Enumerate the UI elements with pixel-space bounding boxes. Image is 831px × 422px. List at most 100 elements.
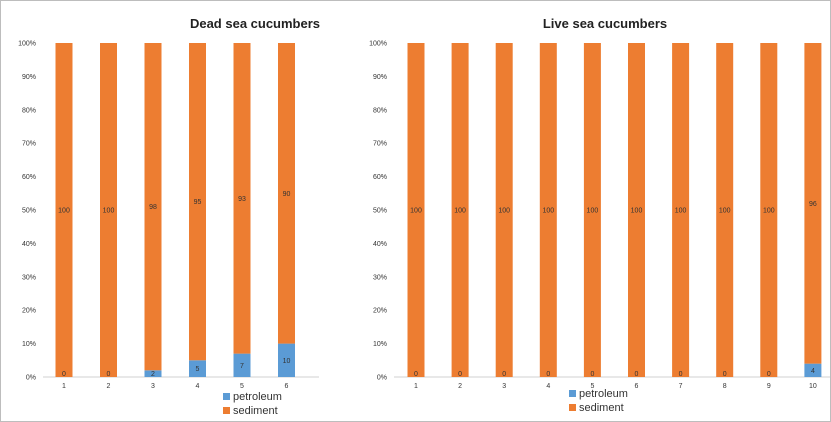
live-bar-sediment — [495, 43, 513, 377]
dead-y-tick-label: 30% — [22, 274, 36, 281]
dead-data-label-petroleum: 5 — [196, 366, 200, 373]
dead-data-label-sediment: 93 — [238, 196, 246, 203]
dead-x-tick-label: 5 — [240, 383, 244, 390]
dead-y-tick-label: 10% — [22, 341, 36, 348]
live-data-label-sediment: 96 — [809, 201, 817, 208]
live-x-tick-label: 10 — [809, 383, 817, 390]
live-x-tick-label: 6 — [635, 383, 639, 390]
live-bar-sediment — [716, 43, 734, 377]
live-bar-sediment — [583, 43, 601, 377]
live-bar-sediment — [804, 43, 822, 364]
dead-bar-sediment — [278, 43, 295, 344]
dead-data-label-petroleum: 0 — [107, 371, 111, 378]
live-data-label-sediment: 100 — [631, 208, 643, 215]
dead-y-tick-label: 40% — [22, 241, 36, 248]
live-x-tick-label: 8 — [723, 383, 727, 390]
dead-y-tick-label: 0% — [26, 375, 36, 382]
dead-y-tick-label: 20% — [22, 308, 36, 315]
live-data-label-petroleum: 0 — [414, 371, 418, 378]
dead-data-label-sediment: 98 — [149, 204, 157, 211]
live-data-label-petroleum: 0 — [679, 371, 683, 378]
dead-x-tick-label: 4 — [196, 383, 200, 390]
live-legend-label-petroleum: petroleum — [579, 388, 628, 400]
dead-legend-label-sediment: sediment — [233, 405, 278, 417]
live-legend-swatch-sediment — [569, 404, 576, 411]
dead-data-label-petroleum: 0 — [62, 371, 66, 378]
live-y-tick-label: 20% — [373, 308, 387, 315]
dead-data-label-petroleum: 7 — [240, 363, 244, 370]
live-data-label-sediment: 100 — [454, 208, 466, 215]
dead-y-tick-label: 90% — [22, 74, 36, 81]
dead-data-label-sediment: 100 — [103, 208, 115, 215]
dead-data-label-sediment: 95 — [194, 199, 202, 206]
live-bar-sediment — [672, 43, 690, 377]
live-data-label-petroleum: 0 — [546, 371, 550, 378]
dead-y-tick-label: 100% — [18, 41, 36, 48]
live-bar-sediment — [407, 43, 425, 377]
live-y-tick-label: 60% — [373, 174, 387, 181]
dead-legend-swatch-sediment — [223, 407, 230, 414]
live-data-label-petroleum: 0 — [635, 371, 639, 378]
dead-y-tick-label: 50% — [22, 208, 36, 215]
live-y-tick-label: 30% — [373, 274, 387, 281]
live-x-tick-label: 9 — [767, 383, 771, 390]
dead-data-label-sediment: 90 — [283, 191, 291, 198]
live-data-label-sediment: 100 — [587, 208, 599, 215]
dead-bar-sediment — [144, 43, 162, 371]
live-y-tick-label: 0% — [377, 375, 387, 382]
live-bar-sediment — [628, 43, 645, 377]
dead-y-tick-label: 70% — [22, 141, 36, 148]
dead-x-tick-label: 2 — [107, 383, 111, 390]
live-x-tick-label: 7 — [679, 383, 683, 390]
dead-y-tick-label: 60% — [22, 174, 36, 181]
live-data-label-petroleum: 0 — [767, 371, 771, 378]
live-y-tick-label: 70% — [373, 141, 387, 148]
live-bar-sediment — [760, 43, 778, 377]
live-data-label-petroleum: 0 — [458, 371, 462, 378]
live-y-tick-label: 50% — [373, 208, 387, 215]
live-data-label-petroleum: 4 — [811, 368, 815, 375]
dead-bar-petroleum — [278, 343, 295, 377]
live-x-tick-label: 4 — [546, 383, 550, 390]
dead-chart-title: Dead sea cucumbers — [190, 16, 320, 31]
live-bar-sediment — [539, 43, 557, 377]
live-x-tick-label: 2 — [458, 383, 462, 390]
dead-data-label-petroleum: 2 — [151, 371, 155, 378]
live-data-label-sediment: 100 — [719, 208, 731, 215]
dead-bar-sediment — [189, 43, 206, 361]
dead-legend-swatch-petroleum — [223, 393, 230, 400]
live-data-label-sediment: 100 — [763, 208, 775, 215]
dead-bar-sediment — [55, 43, 73, 377]
live-data-label-sediment: 100 — [542, 208, 554, 215]
dead-bar-sediment — [100, 43, 117, 377]
live-y-tick-label: 10% — [373, 341, 387, 348]
live-data-label-petroleum: 0 — [502, 371, 506, 378]
live-legend-label-sediment: sediment — [579, 402, 624, 414]
live-legend-swatch-petroleum — [569, 390, 576, 397]
dead-bar-sediment — [233, 43, 251, 354]
dead-data-label-petroleum: 10 — [283, 358, 291, 365]
live-y-tick-label: 40% — [373, 241, 387, 248]
dead-x-tick-label: 1 — [62, 383, 66, 390]
live-x-tick-label: 3 — [502, 383, 506, 390]
live-data-label-sediment: 100 — [675, 208, 687, 215]
live-y-tick-label: 100% — [369, 41, 387, 48]
live-chart-title: Live sea cucumbers — [543, 16, 667, 31]
live-x-tick-label: 5 — [590, 383, 594, 390]
live-x-tick-label: 1 — [414, 383, 418, 390]
dead-x-tick-label: 3 — [151, 383, 155, 390]
dead-legend-label-petroleum: petroleum — [233, 391, 282, 403]
dead-data-label-sediment: 100 — [58, 208, 70, 215]
live-data-label-petroleum: 0 — [590, 371, 594, 378]
live-bar-petroleum — [804, 363, 822, 377]
dead-bar-petroleum — [189, 360, 206, 377]
live-y-tick-label: 80% — [373, 107, 387, 114]
live-bar-sediment — [451, 43, 469, 377]
dead-y-tick-label: 80% — [22, 107, 36, 114]
live-data-label-petroleum: 0 — [723, 371, 727, 378]
dead-x-tick-label: 6 — [285, 383, 289, 390]
live-y-tick-label: 90% — [373, 74, 387, 81]
dead-bar-petroleum — [144, 370, 162, 377]
